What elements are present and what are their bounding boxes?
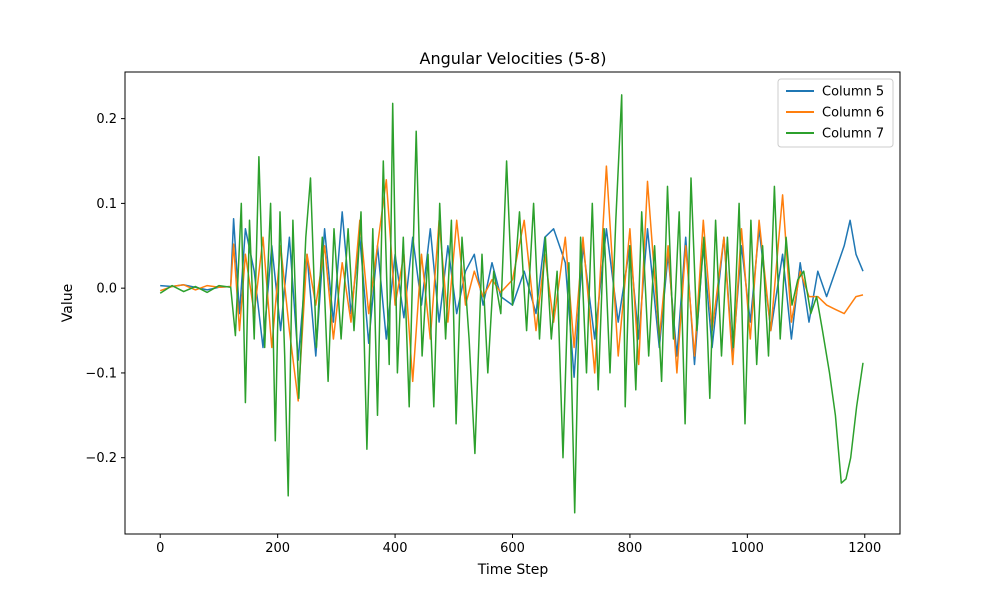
y-tick-label: −0.1	[85, 366, 117, 381]
y-tick-label: 0.0	[96, 282, 117, 297]
x-tick-label: 600	[500, 541, 525, 556]
y-axis-title: Value	[60, 284, 76, 322]
legend-label: Column 7	[822, 127, 884, 142]
y-tick-label: 0.2	[96, 112, 117, 127]
x-tick-label: 200	[265, 541, 290, 556]
plot-area	[124, 71, 901, 535]
series-group	[159, 94, 864, 514]
legend-label: Column 5	[822, 85, 884, 100]
y-tick-label: 0.1	[96, 197, 117, 212]
legend-box	[777, 78, 894, 148]
x-tick-label: 0	[156, 541, 164, 556]
legend-label: Column 6	[822, 106, 884, 121]
series-line-column-7	[159, 94, 864, 514]
legend: Column 5 Column 6 Column 7	[777, 78, 894, 148]
x-tick-label: 400	[383, 541, 408, 556]
x-axis-title: Time Step	[477, 562, 549, 578]
x-tick-label: 1000	[731, 541, 764, 556]
x-axis: 0 200 400 600 800 1000 1200	[156, 534, 881, 556]
x-tick-label: 1200	[848, 541, 881, 556]
chart-title: Angular Velocities (5-8)	[420, 49, 607, 68]
series-line-column-6	[159, 165, 864, 402]
y-axis: −0.2 −0.1 0.0 0.1 0.2	[85, 112, 125, 466]
y-tick-label: −0.2	[85, 451, 117, 466]
x-tick-label: 800	[618, 541, 643, 556]
